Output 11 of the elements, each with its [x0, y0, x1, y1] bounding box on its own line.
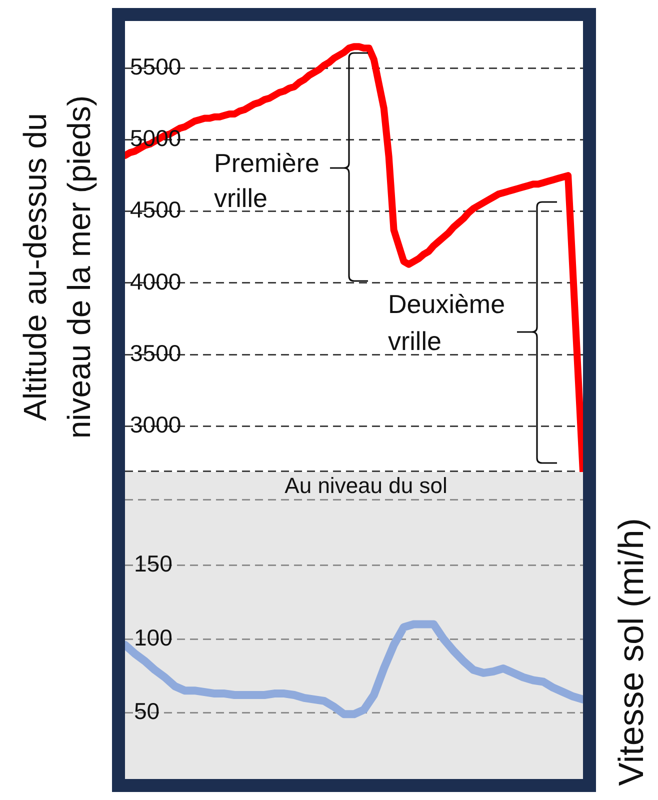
- text: Au niveau du sol: [284, 473, 448, 498]
- y-tick-label: 3500: [130, 340, 182, 366]
- y-axis-title: Vitesse sol (mi/h): [611, 517, 652, 788]
- y-tick-label: 3000: [130, 412, 182, 438]
- y-tick-label: 50: [134, 698, 160, 724]
- annotation: Deuxième vrille: [388, 289, 506, 356]
- y-tick-label: 5500: [130, 53, 182, 80]
- y-axis-title: Altitude au-dessus du niveau de la mer (pieds): [16, 94, 98, 441]
- annotation: Première vrille: [214, 148, 320, 214]
- y-tick-label: 150: [134, 550, 172, 577]
- y-tick-label: 100: [134, 624, 172, 650]
